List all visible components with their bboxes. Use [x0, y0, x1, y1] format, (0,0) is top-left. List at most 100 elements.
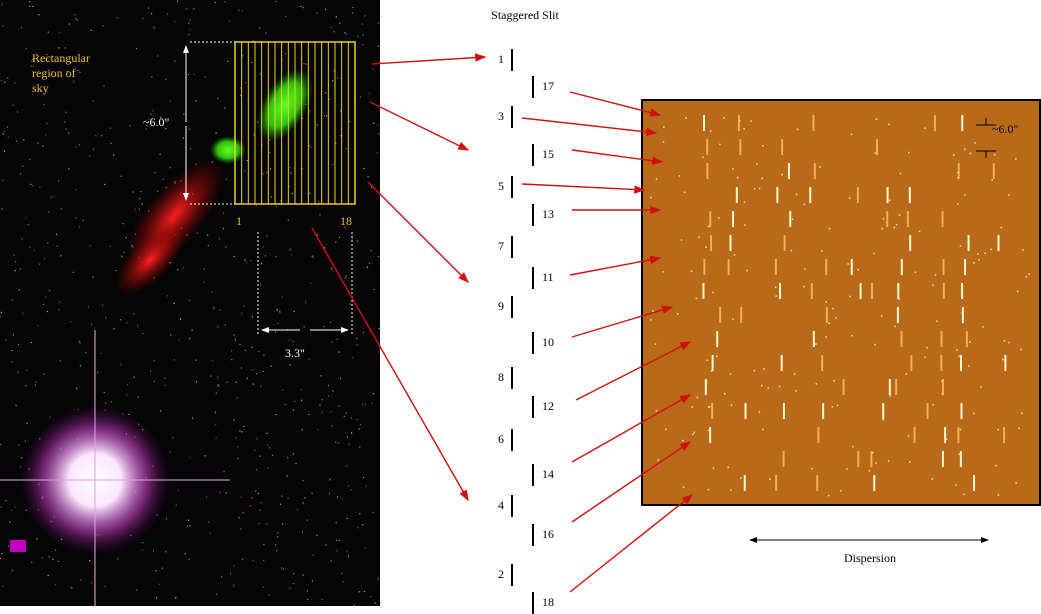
noise-dot	[20, 174, 21, 175]
noise-dot	[64, 121, 65, 122]
slit-column: 135798642171513111012141618	[498, 49, 554, 614]
noise-dot	[59, 309, 60, 310]
streak	[822, 403, 824, 419]
speck	[964, 148, 966, 150]
noise-dot	[66, 129, 67, 130]
speck	[656, 178, 658, 180]
noise-dot	[305, 497, 306, 498]
noise-dot	[152, 110, 153, 111]
noise-dot	[213, 308, 214, 309]
speck	[874, 152, 876, 154]
noise-dot	[123, 223, 124, 224]
noise-dot	[303, 7, 304, 8]
noise-dot	[224, 107, 225, 108]
speck	[746, 270, 748, 272]
speck	[816, 383, 818, 385]
noise-dot	[259, 523, 260, 524]
speck	[712, 292, 714, 294]
noise-dot	[45, 296, 46, 297]
noise-dot	[233, 334, 234, 335]
speck	[876, 119, 878, 121]
noise-dot	[166, 295, 167, 296]
noise-dot	[1, 553, 2, 554]
noise-dot	[282, 297, 283, 298]
speck	[882, 228, 884, 230]
slit-number: 15	[542, 147, 554, 161]
noise-dot	[97, 372, 98, 373]
noise-dot	[61, 208, 62, 209]
noise-dot	[176, 597, 177, 598]
noise-dot	[157, 191, 158, 192]
noise-dot	[141, 550, 142, 551]
noise-dot	[259, 510, 260, 511]
noise-dot	[237, 397, 238, 398]
noise-dot	[204, 268, 205, 269]
speck	[825, 301, 827, 303]
noise-dot	[260, 502, 261, 503]
speck	[828, 495, 830, 497]
noise-dot	[80, 580, 81, 581]
noise-dot	[266, 433, 267, 434]
noise-dot	[192, 418, 193, 419]
noise-dot	[154, 381, 155, 382]
noise-dot	[29, 1, 30, 2]
noise-dot	[374, 602, 375, 603]
noise-dot	[346, 275, 347, 276]
noise-dot	[241, 10, 242, 11]
streak	[813, 331, 815, 347]
speck	[656, 410, 658, 412]
noise-dot	[252, 560, 253, 561]
noise-dot	[302, 532, 303, 533]
noise-dot	[139, 198, 140, 199]
noise-dot	[331, 341, 332, 342]
speck	[804, 204, 806, 206]
noise-dot	[301, 389, 302, 390]
noise-dot	[378, 46, 379, 47]
noise-dot	[50, 417, 51, 418]
noise-dot	[103, 86, 104, 87]
slit-number: 4	[498, 498, 504, 512]
noise-dot	[374, 289, 375, 290]
streak	[958, 163, 960, 179]
noise-dot	[154, 172, 155, 173]
noise-dot	[43, 104, 44, 105]
noise-dot	[295, 463, 296, 464]
noise-dot	[324, 115, 325, 116]
noise-dot	[51, 197, 52, 198]
streak	[843, 379, 845, 395]
speck	[684, 192, 686, 194]
speck	[960, 245, 962, 247]
streak	[882, 403, 884, 419]
streak	[934, 115, 936, 131]
speck	[711, 370, 713, 372]
speck	[815, 343, 817, 345]
noise-dot	[35, 384, 36, 385]
noise-dot	[307, 590, 308, 591]
noise-dot	[136, 48, 137, 49]
noise-dot	[208, 245, 209, 246]
noise-dot	[329, 493, 330, 494]
noise-dot	[219, 238, 220, 239]
noise-dot	[205, 76, 206, 77]
noise-dot	[290, 172, 291, 173]
noise-dot	[192, 329, 193, 330]
noise-dot	[36, 538, 37, 539]
noise-dot	[277, 536, 278, 537]
noise-dot	[190, 29, 191, 30]
speck	[980, 386, 982, 388]
noise-dot	[365, 547, 366, 548]
noise-dot	[255, 490, 256, 491]
noise-dot	[282, 389, 283, 390]
noise-dot	[1, 312, 2, 313]
speck	[932, 478, 934, 480]
noise-dot	[121, 256, 122, 257]
streak	[744, 475, 746, 491]
noise-dot	[206, 496, 207, 497]
noise-dot	[380, 602, 381, 603]
noise-dot	[351, 417, 352, 418]
speck	[652, 310, 654, 312]
speck	[906, 373, 908, 375]
speck	[762, 145, 764, 147]
streak	[962, 307, 964, 323]
noise-dot	[15, 270, 16, 271]
